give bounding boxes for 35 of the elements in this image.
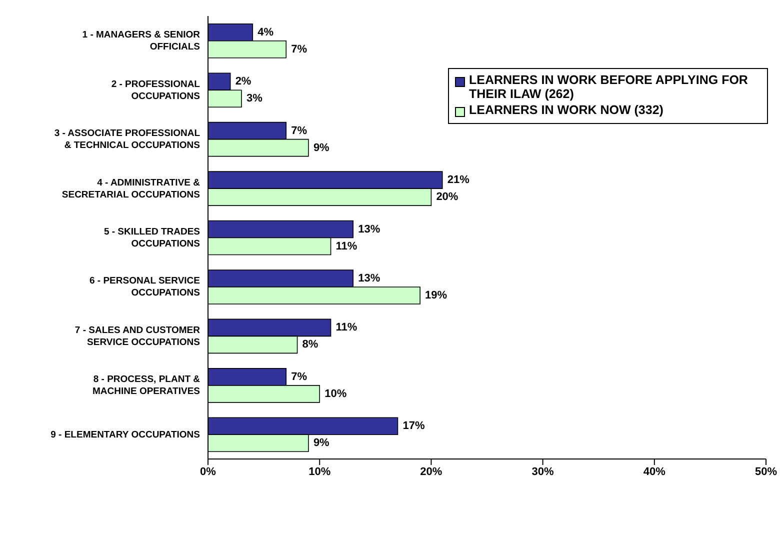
data-label: 8% (302, 338, 318, 351)
data-label: 7% (291, 124, 308, 137)
data-label: 13% (358, 223, 380, 236)
data-label: 20% (436, 191, 458, 204)
x-tick-label: 10% (308, 466, 331, 478)
y-tick-label: 3 - ASSOCIATE PROFESSIONAL & TECHNICAL OCCUPATIONS (54, 128, 200, 151)
legend-label: LEARNERS IN WORK BEFORE APPLYING FOR THEIR ILAW (262) (469, 73, 749, 101)
data-label: 21% (447, 174, 470, 186)
x-tick-label: 50% (754, 466, 778, 478)
y-tick-label: 1 - MANAGERS & SENIOR OFFICIALS (82, 29, 200, 52)
data-label: 4% (258, 26, 274, 38)
data-label: 11% (336, 322, 358, 334)
data-label: 7% (291, 43, 308, 56)
data-label: 9% (313, 437, 330, 450)
data-label: 11% (336, 240, 358, 252)
data-label: 17% (402, 420, 425, 432)
x-tick-label: 30% (532, 466, 554, 478)
data-label: 10% (324, 388, 347, 400)
y-tick-label: 5 - SKILLED TRADES OCCUPATIONS (104, 226, 200, 249)
data-label: 13% (358, 272, 380, 284)
data-label: 19% (425, 289, 448, 302)
y-tick-label: 2 - PROFESSIONAL OCCUPATIONS (111, 78, 200, 102)
data-label: 3% (246, 92, 263, 105)
y-tick-label: 6 - PERSONAL SERVICE OCCUPATIONS (89, 275, 200, 298)
data-label: 2% (235, 76, 252, 88)
x-tick-label: 0% (200, 466, 216, 478)
data-label: 7% (291, 370, 308, 383)
y-tick-label: 7 - SALES AND CUSTOMER SERVICE OCCUPATIONS (74, 324, 200, 348)
y-tick-label: 4 - ADMINISTRATIVE & SECRETARIAL OCCUPATIONS (62, 176, 200, 200)
x-tick-label: 20% (420, 466, 442, 478)
y-tick-label: 8 - PROCESS, PLANT & MACHINE OPERATIVES (92, 374, 200, 397)
legend-label: LEARNERS IN WORK NOW (332) (469, 103, 664, 117)
data-label: 9% (313, 142, 330, 154)
y-tick-label: 9 - ELEMENTARY OCCUPATIONS (50, 428, 200, 440)
x-tick-label: 40% (643, 466, 666, 478)
